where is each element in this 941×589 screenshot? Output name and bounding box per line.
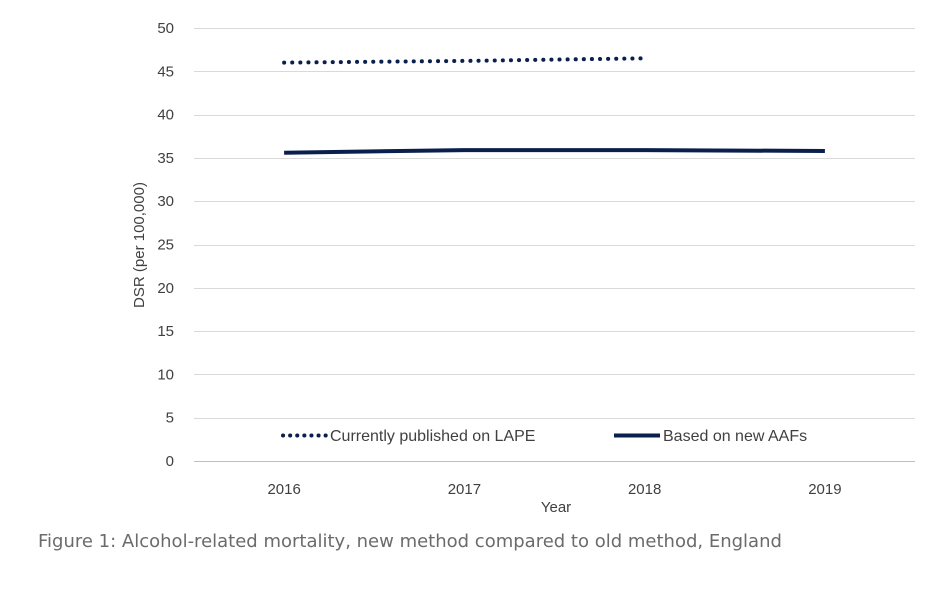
y-tick-label: 50 <box>157 20 174 37</box>
y-tick-label: 45 <box>157 63 174 80</box>
series-lines <box>282 56 825 155</box>
series-line-lape <box>282 56 647 65</box>
x-tick-label: 2017 <box>448 481 481 498</box>
x-axis-title: Year <box>541 499 571 516</box>
y-tick-label: 20 <box>157 280 174 297</box>
legend-label-new-aafs: Based on new AAFs <box>663 428 807 445</box>
legend: Currently published on LAPE Based on new… <box>281 428 807 445</box>
y-tick-label: 15 <box>157 323 174 340</box>
gridlines <box>194 28 915 462</box>
x-tick-label: 2016 <box>267 481 300 498</box>
y-axis-ticks: 0 5 10 15 20 25 30 35 40 45 50 <box>157 20 174 470</box>
x-tick-label: 2019 <box>808 481 841 498</box>
line-chart: 0 5 10 15 20 25 30 35 40 45 50 2016 2017 2018 2019 DS… <box>131 20 915 516</box>
y-tick-label: 35 <box>157 150 174 167</box>
legend-label-lape: Currently published on LAPE <box>330 428 535 445</box>
series-line-new-aafs <box>284 148 825 155</box>
x-tick-label: 2018 <box>628 481 661 498</box>
y-axis-title: DSR (per 100,000) <box>131 182 148 308</box>
y-tick-label: 10 <box>157 366 174 383</box>
y-tick-label: 30 <box>157 193 174 210</box>
y-tick-label: 5 <box>166 410 174 427</box>
x-axis-ticks: 2016 2017 2018 2019 <box>267 481 841 498</box>
y-tick-label: 25 <box>157 237 174 254</box>
figure-caption: Figure 1: Alcohol-related mortality, new… <box>38 531 782 552</box>
y-tick-label: 40 <box>157 107 174 124</box>
y-tick-label: 0 <box>166 453 174 470</box>
